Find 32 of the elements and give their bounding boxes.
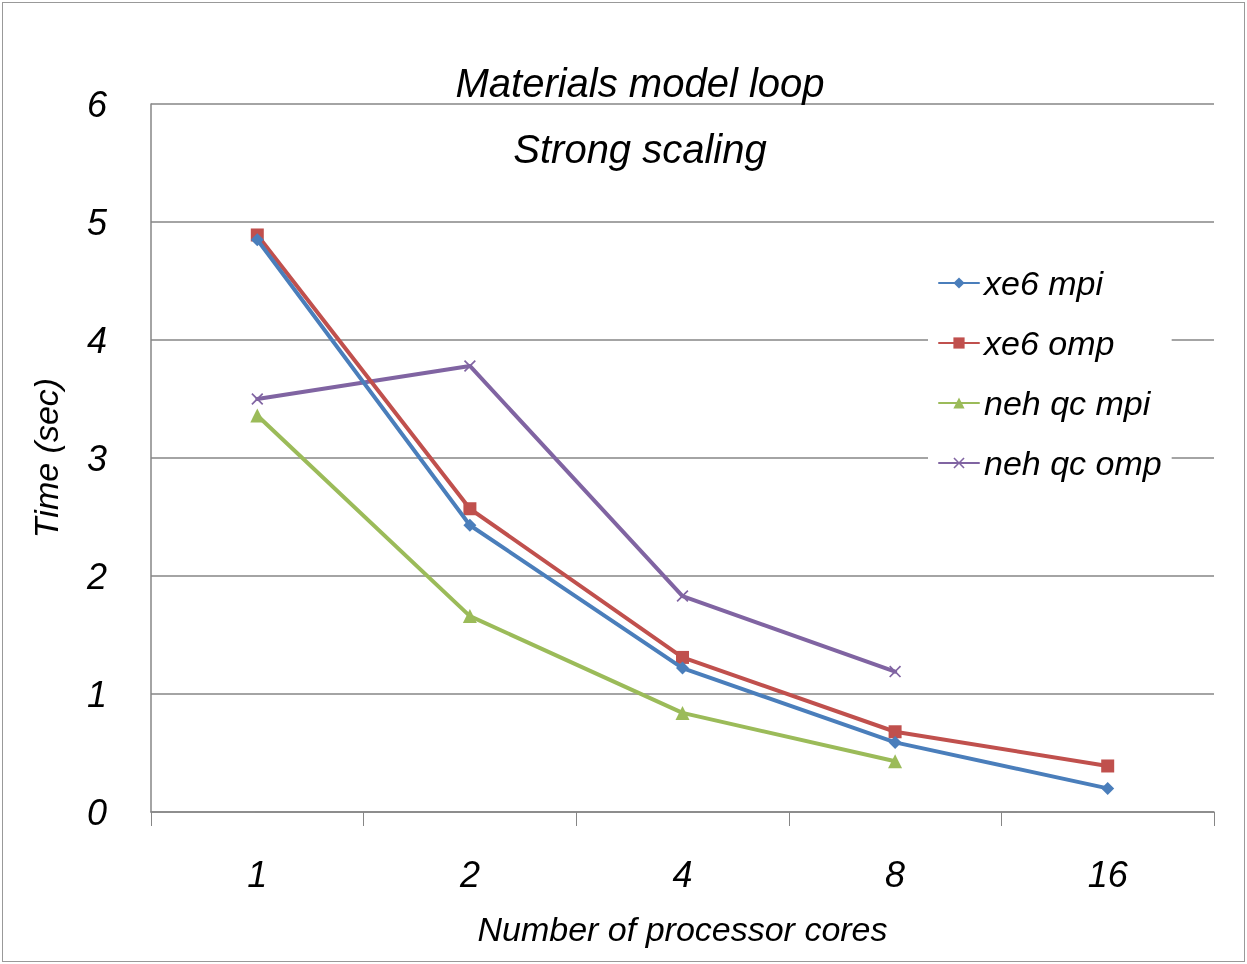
point (462, 609, 477, 624)
y-tick-label: 0 (86, 791, 107, 833)
point (1101, 759, 1115, 773)
point (888, 725, 902, 739)
x-tick-label: 4 (672, 853, 693, 895)
point (463, 518, 477, 532)
y-tick-label: 3 (86, 437, 107, 479)
point (250, 233, 264, 247)
x-tick-label: 2 (458, 853, 480, 895)
point (676, 661, 689, 675)
point (1101, 781, 1115, 795)
point (675, 705, 690, 720)
x-tick-label: 1 (247, 853, 268, 895)
y-tick-label: 4 (86, 319, 107, 361)
y-tick-label: 6 (86, 83, 108, 125)
point (888, 754, 903, 769)
y-tick-label: 2 (85, 555, 107, 597)
x-tick-label: 16 (1087, 853, 1129, 895)
y-tick-label: 1 (86, 673, 107, 715)
y-tick-label: 5 (86, 201, 108, 243)
legend-label: xe6 omp (982, 324, 1115, 362)
chart-title: Materials model loop Strong scaling (455, 61, 825, 171)
y-axis-title: Time (sec) (27, 377, 65, 539)
x-axis-title: Number of processor cores (477, 910, 888, 948)
legend-label: neh qc mpi (984, 384, 1152, 422)
point (463, 359, 476, 372)
legend-label: xe6 mpi (982, 264, 1105, 302)
legend-label: neh qc omp (984, 444, 1162, 482)
point (463, 502, 477, 516)
point (676, 650, 689, 664)
point (888, 735, 902, 749)
x-tick-label: 8 (885, 853, 906, 895)
